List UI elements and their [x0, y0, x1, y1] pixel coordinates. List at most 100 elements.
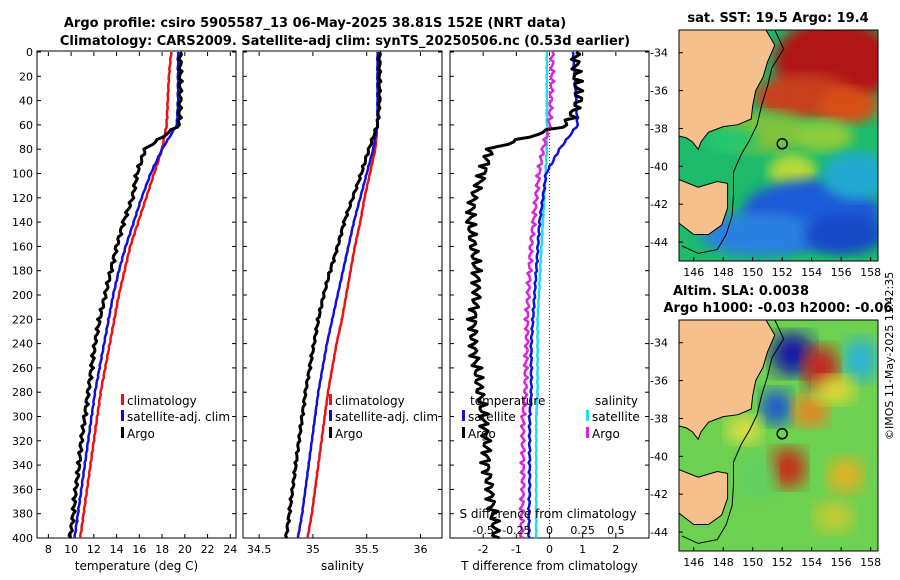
top-tick-label: -0.5 [472, 524, 493, 537]
lon-tick-label: 158 [860, 266, 881, 279]
lon-tick-label: 156 [831, 266, 852, 279]
x-tick-label: -2 [478, 543, 489, 556]
legend-argo-swatch [329, 427, 332, 438]
legend-argo-label: Argo [335, 427, 363, 441]
temperature-satellite-line [526, 51, 580, 539]
lon-tick-label: 152 [772, 556, 793, 569]
x-tick-label: 36 [413, 543, 427, 556]
temperature-argo-line [464, 51, 585, 539]
y-tick-label: 220 [12, 313, 33, 326]
argo-position-marker [776, 138, 788, 150]
legend-argo-swatch [121, 427, 124, 438]
salinity-argo-line [518, 51, 556, 539]
map-frame [678, 319, 879, 552]
legend-satellite-swatch [329, 410, 332, 421]
x-tick-label: 35.5 [354, 543, 379, 556]
shelf-contour [681, 320, 785, 544]
x-tick-label: 14 [110, 543, 124, 556]
x-tick-label: 8 [45, 543, 52, 556]
legend-temperature-title: temperature [470, 394, 545, 408]
sla-patch [792, 394, 829, 427]
land-tasmania [679, 179, 729, 235]
land-mainland [679, 30, 776, 151]
x-tick-label: 2 [612, 543, 619, 556]
sla-patch [735, 457, 776, 502]
sla-patch [844, 337, 877, 382]
sla-patch [827, 457, 864, 494]
sst-map-title: sat. SST: 19.5 Argo: 19.4 [687, 11, 868, 26]
legend-satellite-label: satellite-adj. clim [335, 410, 438, 424]
sla-map-title: Altim. SLA: 0.0038 [673, 284, 809, 299]
legend-temp-argo-swatch [462, 427, 465, 438]
y-tick-label: 180 [12, 265, 33, 278]
legend-satellite-swatch [121, 410, 124, 421]
imos-credit: ©IMOS 11-May-2025 11:42:35 [883, 272, 896, 440]
y-tick-label: 100 [12, 168, 33, 181]
sla-patch [770, 447, 807, 488]
y-tick-label: 60 [19, 119, 33, 132]
y-tick-label: 380 [12, 508, 33, 521]
legend-argo-label: Argo [127, 427, 155, 441]
y-tick-label: 80 [19, 143, 33, 156]
legend-sal-satellite-label: satellite [592, 410, 640, 424]
x-tick-label: 16 [132, 543, 146, 556]
lat-tick-label: -36 [650, 85, 668, 98]
lon-tick-label: 146 [683, 556, 704, 569]
lat-tick-label: -34 [650, 337, 668, 350]
lon-tick-label: 148 [713, 556, 734, 569]
y-tick-label: 360 [12, 483, 33, 496]
x-tick-label: 20 [178, 543, 192, 556]
y-tick-label: 140 [12, 216, 33, 229]
satellite-adj-clim-line [73, 51, 180, 539]
legend-temp-satellite-label: satellite [468, 410, 516, 424]
lon-tick-label: 158 [860, 556, 881, 569]
lat-tick-label: -36 [650, 375, 668, 388]
top-tick-label: 0.25 [570, 524, 595, 537]
x-tick-label: 34.5 [247, 543, 272, 556]
lat-tick-label: -42 [650, 488, 668, 501]
lon-tick-label: 152 [772, 266, 793, 279]
legend-climatology-label: climatology [127, 394, 197, 408]
salinity-panel: 34.5 35 35.5 36 salinity climatology satellite… [242, 50, 443, 573]
climatology-line [78, 51, 173, 539]
y-tick-label: 120 [12, 192, 33, 205]
legend-salinity-title: salinity [595, 394, 638, 408]
sst-patch [793, 120, 854, 153]
y-tick-label: 340 [12, 459, 33, 472]
sla-patch [760, 389, 793, 426]
y-tick-label: 0 [26, 46, 33, 59]
sst-patch [702, 127, 759, 152]
lat-tick-label: -42 [650, 198, 668, 211]
map-field [679, 30, 878, 261]
y-tick-label: 320 [12, 435, 33, 448]
lat-tick-label: -34 [650, 47, 668, 60]
lon-tick-label: 156 [831, 556, 852, 569]
x-axis-label: salinity [321, 559, 364, 573]
land-tasmania [679, 469, 729, 525]
x-axis-label-top: S difference from climatology [460, 507, 637, 521]
x-tick-label: 35 [306, 543, 320, 556]
argo-position-marker [776, 428, 788, 440]
x-tick-label: 12 [87, 543, 101, 556]
x-axis-label: T difference from climatology [460, 559, 638, 573]
lon-tick-label: 150 [742, 556, 763, 569]
x-tick-label: 1 [579, 543, 586, 556]
lat-tick-label: -38 [650, 122, 668, 135]
top-tick-label: -0.25 [502, 524, 530, 537]
y-tick-label: 240 [12, 338, 33, 351]
land-mainland [679, 320, 776, 441]
legend-climatology-swatch [121, 394, 124, 405]
y-tick-label: 400 [12, 532, 33, 545]
lat-tick-label: -40 [650, 450, 668, 463]
lat-tick-label: -44 [650, 236, 668, 249]
x-tick-label: 24 [223, 543, 237, 556]
legend-temp-argo-label: Argo [468, 427, 496, 441]
x-tick-label: 22 [201, 543, 215, 556]
sla-patch [813, 500, 854, 533]
map-frame [678, 29, 879, 262]
lat-tick-label: -44 [650, 526, 668, 539]
lon-tick-label: 150 [742, 266, 763, 279]
lon-tick-label: 154 [801, 556, 822, 569]
difference-panel: -2 -1 0 1 2 T difference from climatology S di… [449, 50, 650, 573]
